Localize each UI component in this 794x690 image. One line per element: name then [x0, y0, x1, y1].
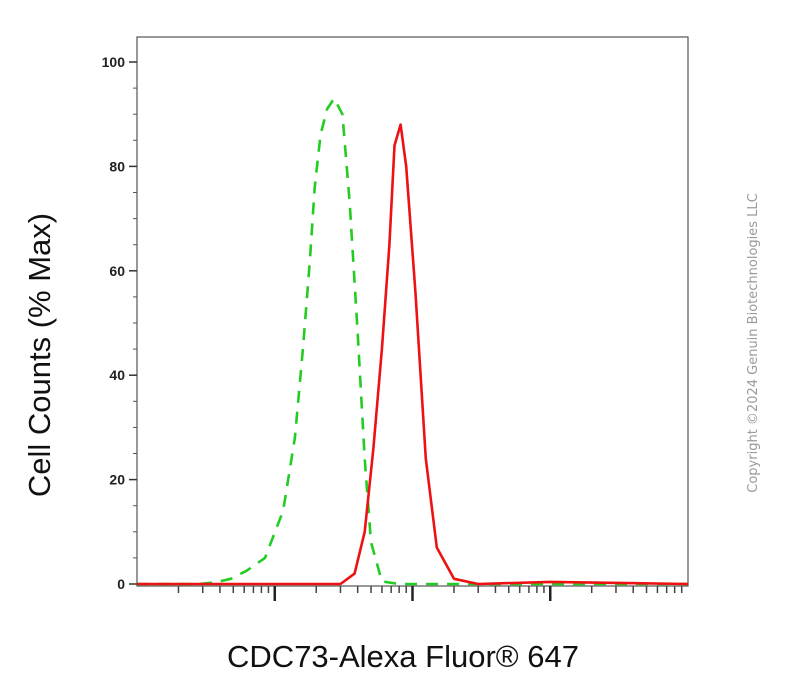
series-line-dashed — [137, 97, 688, 586]
x-axis-ticks — [177, 586, 683, 601]
plot-frame — [136, 36, 689, 587]
y-tick-label-60: 60 — [109, 263, 125, 279]
y-tick-label-100: 100 — [102, 54, 126, 70]
series-line-solid — [137, 123, 689, 586]
y-tick-label-0: 0 — [117, 576, 125, 592]
y-axis-ticks: 0 20 40 60 80 100 — [102, 54, 137, 592]
series-layer — [137, 97, 689, 586]
y-axis-label: Cell Counts (% Max) — [22, 213, 57, 497]
y-tick-label-40: 40 — [109, 367, 125, 383]
copyright-text: Copyright ©2024 Genuin Biotechnologies L… — [746, 193, 761, 492]
y-tick-label-80: 80 — [109, 158, 125, 174]
y-tick-label-20: 20 — [109, 472, 125, 488]
x-axis-label: CDC73-Alexa Fluor® 647 — [227, 639, 579, 674]
